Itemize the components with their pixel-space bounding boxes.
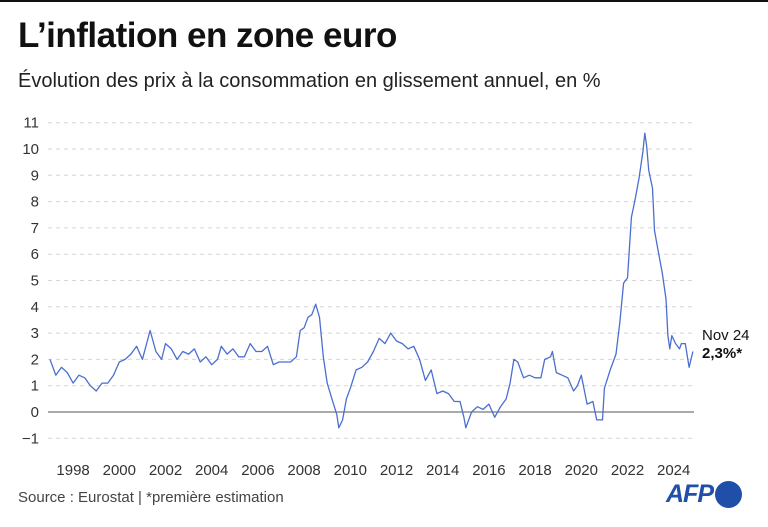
last-value-annotation: Nov 24 2,3%*: [702, 327, 750, 363]
x-tick-label: 2006: [241, 462, 274, 479]
y-tick-label: 4: [31, 299, 39, 316]
x-tick-label: 2008: [287, 462, 320, 479]
x-tick-label: 2002: [149, 462, 182, 479]
x-tick-label: 1998: [56, 462, 89, 479]
y-tick-label: 10: [22, 141, 39, 158]
y-tick-label: 5: [31, 273, 39, 290]
x-tick-label: 2024: [657, 462, 690, 479]
x-tick-label: 2012: [380, 462, 413, 479]
source-note: Source : Eurostat | *première estimation: [18, 489, 284, 506]
x-tick-label: 2018: [518, 462, 551, 479]
annotation-value: 2,3%*: [702, 345, 743, 362]
y-tick-label: 6: [31, 246, 39, 263]
annotation-label: Nov 24: [702, 327, 750, 344]
chart-title: L’inflation en zone euro: [18, 16, 397, 55]
y-tick-label: 2: [31, 351, 39, 368]
chart-subtitle: Évolution des prix à la consommation en …: [18, 70, 601, 92]
y-tick-label: 9: [31, 167, 39, 184]
afp-logo-text: AFP: [666, 480, 714, 508]
x-tick-label: 2020: [565, 462, 598, 479]
y-tick-label: 1: [31, 378, 39, 395]
y-tick-label: 8: [31, 194, 39, 211]
x-tick-label: 2022: [611, 462, 644, 479]
y-tick-label: 11: [23, 115, 39, 132]
x-tick-label: 2014: [426, 462, 459, 479]
inflation-line: [49, 132, 694, 429]
top-rule: [0, 0, 768, 2]
x-tick-label: 2016: [472, 462, 505, 479]
afp-logo-circle-icon: [715, 481, 742, 508]
y-tick-label: 3: [31, 325, 39, 342]
y-tick-label: 0: [31, 404, 39, 421]
y-tick-label: −1: [22, 430, 39, 447]
x-tick-label: 2010: [334, 462, 367, 479]
x-tick-label: 2000: [103, 462, 136, 479]
x-tick-label: 2004: [195, 462, 228, 479]
afp-logo: AFP: [666, 480, 742, 509]
y-tick-label: 7: [31, 220, 39, 237]
